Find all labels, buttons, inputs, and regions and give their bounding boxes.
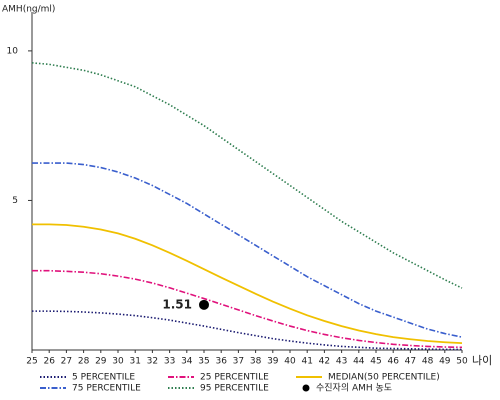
x-tick-label: 45 (370, 357, 381, 367)
legend-label: 75 PERCENTILE (72, 384, 141, 394)
x-tick-label: 27 (61, 357, 72, 367)
x-tick-label: 50 (456, 357, 468, 367)
x-tick-label: 26 (43, 357, 55, 367)
x-tick-label: 39 (267, 357, 279, 367)
x-tick-label: 25 (26, 357, 37, 367)
y-tick-label: 5 (12, 196, 18, 206)
x-tick-label: 48 (422, 357, 434, 367)
x-tick-label: 36 (215, 357, 227, 367)
series-line (32, 269, 463, 349)
x-axis-label: 나이 (472, 354, 492, 367)
x-tick-label: 46 (387, 357, 399, 367)
y-axis-label: AMH(ng/ml) (2, 5, 55, 15)
x-tick-label: 44 (353, 357, 365, 367)
x-tick-label: 31 (129, 357, 140, 367)
legend-label: 수진자의 AMH 농도 (316, 383, 392, 394)
x-tick-label: 32 (147, 357, 158, 367)
x-tick-label: 41 (301, 357, 312, 367)
series-line (31, 62, 463, 289)
x-tick-label: 37 (233, 357, 244, 367)
series-line (32, 162, 463, 338)
x-tick-label: 34 (181, 357, 193, 367)
x-tick-label: 35 (198, 357, 209, 367)
x-tick-label: 49 (439, 357, 451, 367)
x-tick-label: 33 (164, 357, 175, 367)
legend-swatch (302, 384, 310, 392)
data-point-label: 1.51 (162, 297, 192, 311)
x-tick-label: 29 (95, 357, 107, 367)
series-line (32, 310, 462, 351)
x-tick-label: 40 (284, 357, 296, 367)
legend-label: 25 PERCENTILE (200, 373, 269, 383)
x-tick-label: 38 (250, 357, 262, 367)
x-tick-label: 42 (319, 357, 330, 367)
legend-label: 5 PERCENTILE (72, 373, 135, 383)
x-tick-label: 43 (336, 357, 347, 367)
y-tick-label: 10 (7, 46, 19, 56)
series-line (32, 223, 463, 345)
legend-label: MEDIAN(50 PERCENTILE) (328, 373, 440, 383)
x-tick-label: 30 (112, 357, 124, 367)
legend-label: 95 PERCENTILE (200, 384, 269, 394)
x-tick-label: 28 (78, 357, 90, 367)
data-point (199, 299, 209, 310)
x-tick-label: 47 (405, 357, 416, 367)
